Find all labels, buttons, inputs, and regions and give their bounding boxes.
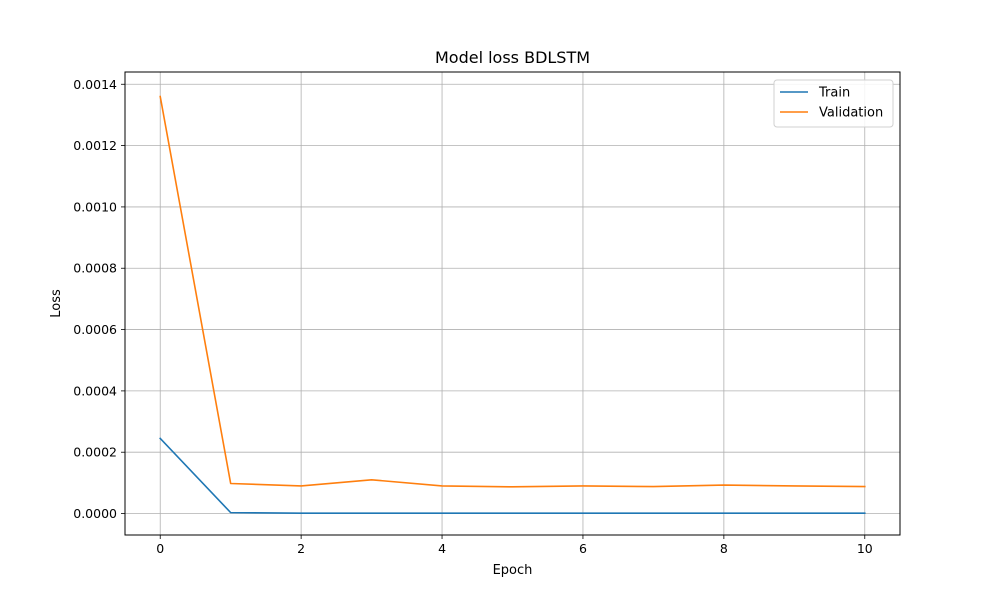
x-tick-label: 6	[579, 541, 587, 556]
x-tick-label: 4	[438, 541, 446, 556]
y-tick-label: 0.0012	[73, 138, 117, 153]
series-line-validation	[159, 95, 866, 488]
y-tick-label: 0.0008	[73, 261, 117, 276]
y-tick-label: 0.0014	[73, 77, 117, 92]
y-tick-label: 0.0002	[73, 445, 117, 460]
legend-label-train: Train	[818, 86, 850, 101]
y-axis-title: Loss	[49, 289, 64, 318]
chart-title: Model loss BDLSTM	[435, 48, 590, 67]
y-tick-label: 0.0000	[73, 506, 117, 521]
plot-frame	[124, 71, 901, 536]
legend: Train Validation	[773, 79, 894, 128]
grid	[125, 72, 900, 535]
legend-label-validation: Validation	[819, 106, 883, 121]
plot-lines	[159, 95, 866, 515]
y-tick-label: 0.0006	[73, 322, 117, 337]
x-tick-label: 10	[857, 541, 873, 556]
x-tick-label: 8	[720, 541, 728, 556]
y-tick-label: 0.0004	[73, 383, 117, 398]
y-tick-label: 0.0010	[73, 199, 117, 214]
x-tick-label: 2	[297, 541, 305, 556]
x-axis-title: Epoch	[493, 563, 533, 578]
axis-ticks: 0 2 4 6 8 10 0.0000 0.0002 0.0004 0.0006 0.0008 0.0…	[73, 77, 873, 556]
series-line-train	[159, 437, 866, 515]
x-tick-label: 0	[156, 541, 164, 556]
